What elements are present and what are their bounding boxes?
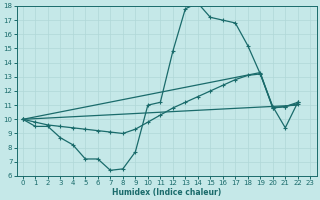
X-axis label: Humidex (Indice chaleur): Humidex (Indice chaleur) xyxy=(112,188,221,197)
